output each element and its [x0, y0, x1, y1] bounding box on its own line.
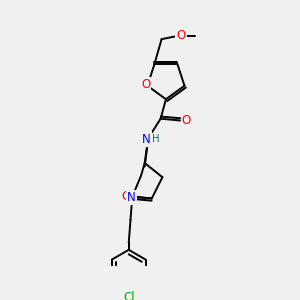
- Text: H: H: [152, 134, 159, 144]
- Text: O: O: [141, 78, 150, 92]
- Text: O: O: [122, 190, 131, 203]
- Text: O: O: [176, 29, 186, 42]
- Text: N: N: [127, 191, 136, 204]
- Text: Cl: Cl: [123, 291, 135, 300]
- Text: O: O: [182, 114, 191, 127]
- Text: N: N: [142, 133, 151, 146]
